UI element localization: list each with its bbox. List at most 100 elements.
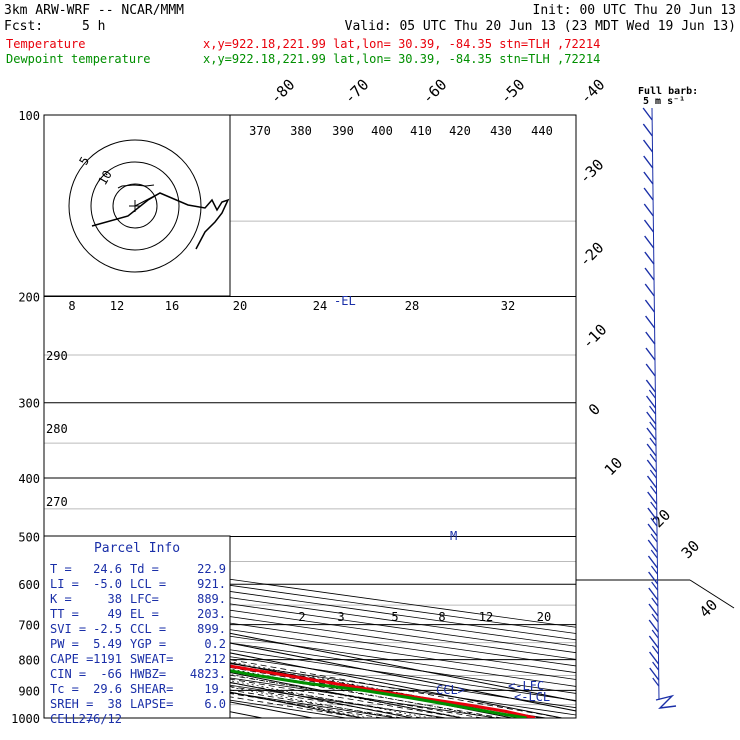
wind-barb: [643, 187, 654, 201]
wind-barb-half: [649, 453, 657, 463]
parcel-stat-label: CELL =: [50, 712, 93, 726]
surface-wind-barb: [655, 694, 677, 709]
mixing-ratio-label: 12: [479, 610, 493, 624]
hodograph-scale-label: 12: [110, 299, 124, 313]
parcel-stat-value: 6.0: [204, 697, 226, 711]
plot-frame: [43, 114, 577, 719]
wind-barb-half: [651, 597, 659, 607]
parcel-stat-value: 24.6: [93, 562, 122, 576]
temperature-location: x,y=922.18,221.99 lat,lon= 30.39, -84.35…: [203, 37, 600, 51]
parcel-stat-value: 212: [204, 652, 226, 666]
parcel-stat-value: 0.2: [204, 637, 226, 651]
wind-barb: [644, 251, 655, 265]
parcel-stat-label: LFC=: [130, 592, 159, 606]
wind-barb-half: [649, 469, 657, 479]
parcel-stat-value: 38: [108, 697, 122, 711]
wind-barb-half: [651, 629, 659, 639]
parcel-stat-label: CAPE =: [50, 652, 93, 666]
temperature-legend: Temperature: [6, 37, 85, 51]
parcel-stat-label: LAPSE=: [130, 697, 173, 711]
wind-barb: [644, 235, 655, 249]
barb-legend-value: 5 m s⁻¹: [643, 96, 685, 107]
theta-label: 440: [531, 124, 553, 138]
wind-barb: [646, 475, 658, 489]
isotherm-label: 0: [585, 400, 604, 419]
parcel-stat-value: 889.: [197, 592, 226, 606]
wind-barb: [645, 379, 656, 393]
parcel-stat-value: 276/12: [79, 712, 122, 726]
wind-barb-half: [648, 389, 656, 399]
hodograph-ring: [68, 139, 202, 273]
wind-barb: [643, 203, 654, 217]
isotherm-label: 40: [696, 596, 722, 622]
parcel-stat-label: Tc =: [50, 682, 79, 696]
wind-barb: [643, 155, 654, 169]
parcel-stat-label: LCL =: [130, 577, 166, 591]
wind-barb-half: [651, 613, 659, 623]
isotherm-label: 10: [601, 454, 627, 480]
parcel-stat-label: K =: [50, 592, 72, 606]
wind-barb-half: [651, 645, 659, 655]
wind-barb: [647, 523, 658, 537]
temperature-profile: [44, 633, 536, 718]
wind-barb-half: [650, 565, 658, 575]
mixing-ratio-label: 8: [438, 610, 445, 624]
parcel-stat-label: CCL =: [130, 622, 166, 636]
wind-barb: [643, 219, 655, 233]
hodograph-storm-vector: [134, 192, 161, 207]
wind-barb: [647, 507, 658, 521]
wind-barb: [645, 395, 657, 409]
wind-barb-half: [649, 437, 657, 447]
wind-barb: [644, 299, 655, 313]
forecast-hours: 5 h: [82, 19, 105, 34]
parcel-stat-label: SVI =: [50, 622, 86, 636]
hodograph-trace: [91, 192, 230, 250]
parcel-stat-value: 203.: [197, 607, 226, 621]
wind-barb: [648, 619, 659, 633]
dry-adiabat: [44, 615, 576, 694]
parcel-stat-value: -66: [100, 667, 122, 681]
wind-barb: [645, 363, 656, 377]
theta-label: 430: [490, 124, 512, 138]
wind-barb-half: [650, 501, 658, 511]
model-title: 3km ARW-WRF -- NCAR/MMM: [4, 3, 184, 18]
isotherm-line: [0, 115, 12, 718]
wind-barb: [644, 283, 655, 297]
parcel-stat-label: HWBZ=: [130, 667, 166, 681]
parcel-stat-label: YGP =: [130, 637, 166, 651]
wind-barb: [645, 331, 656, 345]
parcel-stat-label: SREH =: [50, 697, 93, 711]
parcel-stat-value: -5.0: [93, 577, 122, 591]
wind-barb-half: [650, 517, 658, 527]
dewpoint-location: x,y=922.18,221.99 lat,lon= 30.39, -84.35…: [203, 52, 600, 66]
pressure-tick-label: 400: [18, 472, 40, 486]
pressure-tick-label: 1000: [11, 712, 40, 726]
init-time: Init: 00 UTC Thu 20 Jun 13: [533, 3, 737, 18]
wind-barb: [648, 587, 659, 601]
ccl-marker: CCL>: [436, 683, 465, 697]
wind-barb: [646, 411, 657, 425]
isotherm-label: -70: [341, 76, 373, 108]
hodograph-scale-label: 32: [501, 299, 515, 313]
parcel-stat-value: 899.: [197, 622, 226, 636]
wind-barb: [645, 315, 656, 329]
parcel-stat-label: EL =: [130, 607, 159, 621]
pressure-tick-label: 300: [18, 397, 40, 411]
isotherm-label: -10: [579, 321, 611, 353]
hodograph-scale-label: 16: [165, 299, 179, 313]
wind-barb: [647, 555, 658, 569]
parcel-stat-value: 1191: [93, 652, 122, 666]
theta-label: 390: [332, 124, 354, 138]
dry-adiabat-label: 280: [46, 422, 68, 436]
parcel-mark: M: [450, 529, 457, 543]
parcel-stat-value: 5.49: [93, 637, 122, 651]
dry-adiabat: [44, 635, 576, 716]
header: 3km ARW-WRF -- NCAR/MMM Init: 00 UTC Thu…: [4, 3, 736, 66]
isotherm-label: -30: [576, 156, 608, 188]
pressure-tick-label: 500: [18, 530, 40, 544]
hodograph-scale-label: 8: [68, 299, 75, 313]
parcel-stat-label: Td =: [130, 562, 159, 576]
wind-barb: [645, 347, 656, 361]
